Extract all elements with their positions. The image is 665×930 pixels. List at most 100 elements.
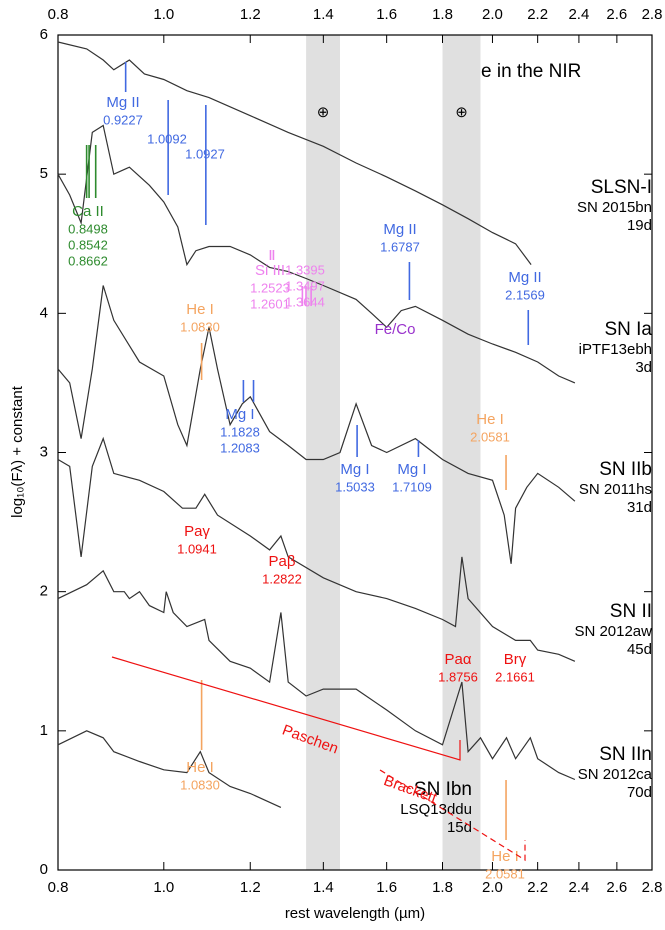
annotation-wavelength: 1.2523 bbox=[250, 280, 290, 295]
spectrum-name: SN Ia bbox=[604, 319, 652, 340]
telluric-symbol: ⊕ bbox=[455, 104, 468, 121]
annotation-label: Paβ bbox=[269, 553, 296, 570]
annotation-label: He I bbox=[476, 411, 504, 428]
x-tick-label: 1.2 bbox=[240, 879, 261, 896]
spectrum-name: SLSN-I bbox=[591, 177, 652, 198]
x-tick-label: 2.6 bbox=[606, 879, 627, 896]
annotation-wavelength: 1.0830 bbox=[180, 319, 220, 334]
x-tick-label: 2.0 bbox=[482, 879, 503, 896]
telluric-band bbox=[442, 35, 481, 870]
annotation-wavelength: 1.3497 bbox=[285, 278, 325, 293]
x-tick-label: 2.2 bbox=[527, 879, 548, 896]
annotation-wavelength: 2.0581 bbox=[485, 866, 525, 881]
annotation-wavelength: 1.2083 bbox=[220, 440, 260, 455]
annotation-wavelength: 1.8756 bbox=[438, 669, 478, 684]
x-tick-label: 1.6 bbox=[376, 879, 397, 896]
spectrum-object: SN 2012aw bbox=[574, 623, 652, 640]
x-tick-label: 2.0 bbox=[482, 6, 503, 23]
x-tick-label: 1.0 bbox=[153, 6, 174, 23]
annotation-wavelength: 1.3395 bbox=[285, 262, 325, 277]
annotation-label: Brγ bbox=[504, 651, 527, 668]
spectrum-object: SN 2011hs bbox=[579, 481, 652, 498]
paschen-ladder bbox=[111, 656, 461, 761]
annotation-wavelength: 0.9227 bbox=[103, 112, 143, 127]
annotation-wavelength: 1.0092 bbox=[147, 131, 187, 146]
y-tick-label: 0 bbox=[40, 861, 48, 878]
x-tick-label: 2.6 bbox=[606, 6, 627, 23]
x-tick-label: 1.8 bbox=[432, 879, 453, 896]
spectrum-object: SN 2012ca bbox=[578, 766, 653, 783]
x-tick-label: 0.8 bbox=[48, 879, 69, 896]
annotation-label: He I bbox=[186, 301, 214, 318]
annotation-label: Mg II bbox=[383, 221, 416, 238]
x-tick-label: 1.6 bbox=[376, 6, 397, 23]
spectrum bbox=[57, 730, 282, 808]
y-tick-label: 4 bbox=[40, 304, 48, 321]
spectrum bbox=[57, 124, 576, 384]
annotation-label: Fe/Co bbox=[375, 321, 416, 338]
annotation-wavelength: 1.0830 bbox=[180, 777, 220, 792]
spectrum-phase: 3d bbox=[635, 359, 652, 376]
x-tick-label: 2.4 bbox=[568, 879, 589, 896]
chart-title: SNe in the NIR bbox=[455, 61, 582, 82]
spectrum-name: SN II bbox=[610, 601, 652, 622]
spectrum-phase: 15d bbox=[447, 819, 472, 836]
annotation-wavelength: 1.2601 bbox=[250, 296, 290, 311]
spectrum-name: SN Ibn bbox=[414, 779, 472, 800]
spectrum-object: SN 2015bn bbox=[577, 199, 652, 216]
x-tick-label: 0.8 bbox=[48, 6, 69, 23]
x-tick-label: 2.8 bbox=[642, 879, 663, 896]
x-axis-label: rest wavelength (µm) bbox=[285, 905, 425, 922]
annotation-wavelength: 1.6787 bbox=[380, 239, 420, 254]
spectrum bbox=[57, 569, 576, 781]
telluric-symbol: ⊕ bbox=[317, 104, 330, 121]
spectrum-object: LSQ13ddu bbox=[400, 801, 472, 818]
x-tick-label: 2.4 bbox=[568, 6, 589, 23]
y-tick-label: 2 bbox=[40, 583, 48, 600]
x-tick-label: 2.2 bbox=[527, 6, 548, 23]
annotation-wavelength: 1.3644 bbox=[285, 294, 325, 309]
annotation-label: He I bbox=[491, 848, 519, 865]
annotation-wavelength: 2.1569 bbox=[505, 287, 545, 302]
x-tick-label: 1.2 bbox=[240, 6, 261, 23]
annotation-label: He I bbox=[186, 759, 214, 776]
annotation-wavelength: 0.8498 bbox=[68, 221, 108, 236]
spectrum-name: SN IIn bbox=[599, 744, 652, 765]
spectrum-phase: 31d bbox=[627, 499, 652, 516]
annotation-label: Paγ bbox=[184, 523, 210, 540]
annotation-wavelength: 2.1661 bbox=[495, 669, 535, 684]
spectrum bbox=[57, 436, 576, 662]
spectrum-phase: 19d bbox=[627, 217, 652, 234]
annotation-wavelength: 1.0927 bbox=[185, 146, 225, 161]
plot-frame bbox=[57, 34, 653, 871]
spectrum-object: iPTF13ebh bbox=[579, 341, 652, 358]
annotation-wavelength: 2.0581 bbox=[470, 429, 510, 444]
annotation-label: Mg I bbox=[225, 406, 254, 423]
spectrum-phase: 70d bbox=[627, 784, 652, 801]
x-tick-label: 1.4 bbox=[313, 879, 334, 896]
annotation-label: Mg II bbox=[508, 269, 541, 286]
annotation-label: Ca II bbox=[72, 203, 104, 220]
annotation-label: Si III bbox=[255, 262, 285, 279]
x-tick-label: 2.8 bbox=[642, 6, 663, 23]
annotation-wavelength: 1.7109 bbox=[392, 479, 432, 494]
y-tick-label: 6 bbox=[40, 26, 48, 43]
y-tick-label: 1 bbox=[40, 722, 48, 739]
annotation-label: Paα bbox=[444, 651, 471, 668]
annotation-wavelength: 1.5033 bbox=[335, 479, 375, 494]
annotation-wavelength: 0.8662 bbox=[68, 253, 108, 268]
annotation-label: Mg I bbox=[340, 461, 369, 478]
y-tick-label: 5 bbox=[40, 165, 48, 182]
annotation-wavelength: 1.2822 bbox=[262, 571, 302, 586]
y-tick-label: 3 bbox=[40, 443, 48, 460]
spectrum bbox=[57, 41, 532, 265]
spectrum-name: SN IIb bbox=[599, 459, 652, 480]
annotation-wavelength: 1.0941 bbox=[177, 541, 217, 556]
spectrum bbox=[57, 285, 576, 564]
x-tick-label: 1.8 bbox=[432, 6, 453, 23]
annotation-wavelength: 0.8542 bbox=[68, 237, 108, 252]
spectrum-phase: 45d bbox=[627, 641, 652, 658]
y-axis-label: log₁₀(Fλ) + constant bbox=[9, 385, 26, 518]
annotation-wavelength: 1.1828 bbox=[220, 424, 260, 439]
